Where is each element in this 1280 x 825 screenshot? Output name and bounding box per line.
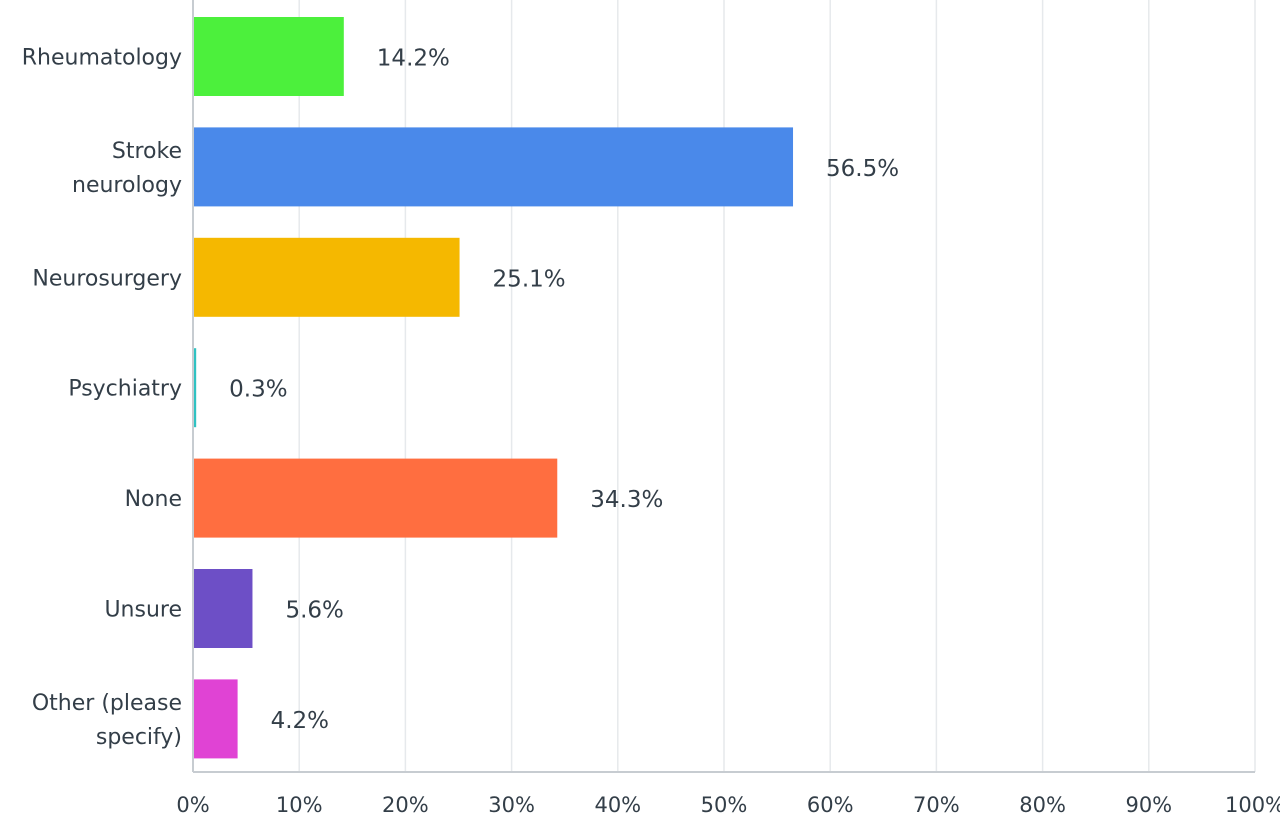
x-tick-label: 90% xyxy=(1125,793,1172,817)
axes: 0% 10% 20% 30% 40% 50% 60% 70% 80% 90% 100% xyxy=(176,0,1280,817)
category-label: Rheumatology xyxy=(22,46,182,71)
x-tick-label: 80% xyxy=(1019,793,1066,817)
x-tick-label: 100% xyxy=(1225,793,1280,817)
category-label: Psychiatry xyxy=(68,377,182,402)
x-tick-label: 50% xyxy=(701,793,748,817)
bar-4 xyxy=(193,458,558,538)
bar-3 xyxy=(193,348,197,428)
bar-2 xyxy=(193,237,460,317)
category-label: neurology xyxy=(72,173,182,198)
category-label: Other (please xyxy=(32,691,182,716)
bar-5 xyxy=(193,569,253,648)
x-tick-label: 60% xyxy=(807,793,854,817)
value-label: 34.3% xyxy=(590,487,663,513)
bar-1 xyxy=(193,127,794,207)
x-tick-label: 40% xyxy=(594,793,641,817)
bar-6 xyxy=(193,679,238,759)
category-label: Stroke xyxy=(112,139,182,164)
x-tick-label: 10% xyxy=(276,793,323,817)
category-label: Unsure xyxy=(104,598,182,623)
value-label: 0.3% xyxy=(229,377,287,403)
bars xyxy=(193,17,794,759)
category-label: specify) xyxy=(96,725,182,750)
x-tick-label: 30% xyxy=(488,793,535,817)
labels: Rheumatology 14.2% Stroke neurology 56.5% Neu… xyxy=(22,46,899,750)
grid-lines xyxy=(298,0,1256,772)
category-label: Neurosurgery xyxy=(32,266,182,291)
x-tick-label: 0% xyxy=(176,793,209,817)
value-label: 25.1% xyxy=(493,266,566,292)
category-label: None xyxy=(125,487,182,512)
value-label: 4.2% xyxy=(271,708,329,734)
x-tick-label: 20% xyxy=(382,793,429,817)
bar-0 xyxy=(193,17,344,96)
x-tick-label: 70% xyxy=(913,793,960,817)
value-label: 56.5% xyxy=(826,156,899,182)
value-label: 14.2% xyxy=(377,46,450,72)
value-label: 5.6% xyxy=(285,598,343,624)
